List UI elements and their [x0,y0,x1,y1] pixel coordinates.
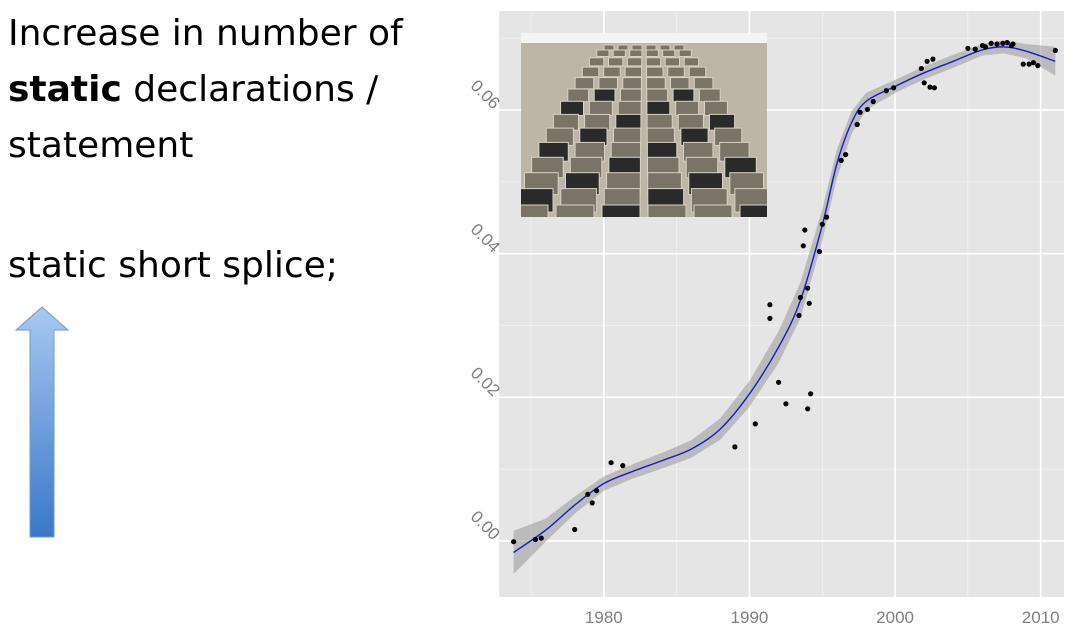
data-point [776,379,782,385]
data-point [1030,60,1036,66]
data-point [594,488,600,494]
data-point [816,249,822,255]
data-points [511,40,1058,545]
data-point [802,227,808,233]
data-point [927,84,933,90]
data-point [800,243,806,249]
data-point [921,80,927,86]
data-point [732,444,738,450]
data-point [538,535,544,541]
x-tick-labels: 1980 1990 2000 2010 [585,608,1060,627]
data-point [767,315,773,321]
data-point [930,56,936,62]
up-arrow-icon [14,306,70,538]
data-point [805,285,811,291]
data-point [931,85,937,91]
data-point [965,45,971,51]
data-point [924,58,930,64]
title-line-2: static declarations / [8,62,428,118]
data-point [988,40,994,46]
y-tick-label: 0.06 [467,76,504,113]
data-point [982,44,989,50]
data-point [838,157,844,163]
data-point [854,121,860,128]
slide-title: Increase in number of static declaration… [8,6,428,174]
data-point [891,85,897,91]
y-tick-label: 0.04 [467,220,504,257]
data-point [1010,41,1016,47]
data-point [608,460,614,466]
data-point [589,500,595,506]
data-point [585,491,591,497]
data-point [994,41,1000,47]
title-line-1: Increase in number of [8,13,403,54]
data-point [864,106,870,112]
data-point [1052,47,1058,54]
apartment-building-photo [521,33,767,217]
y-tick-labels: 0.00 0.02 0.04 0.06 [467,76,504,544]
static-declarations-chart: 1980 1990 2000 2010 0.00 0.02 0.04 0.06 [467,11,1064,627]
data-point [796,312,802,319]
code-example: static short splice; [8,245,338,286]
data-point [972,46,978,52]
data-point [620,463,626,469]
data-point [857,109,863,115]
data-point [819,221,825,227]
data-point [767,302,773,308]
data-point [511,539,517,545]
data-point [805,406,811,412]
data-point [824,214,830,220]
y-tick-label: 0.02 [467,363,504,400]
data-point [783,401,789,407]
smooth-line [513,46,1056,554]
data-point [1026,61,1032,67]
data-point [883,88,889,94]
x-tick-label: 2010 [1022,608,1060,627]
title-bold-static: static [8,69,122,110]
data-point [532,536,538,543]
data-point [870,98,876,105]
title-line-3: statement [8,125,194,166]
data-point [1035,63,1041,69]
data-point [843,152,849,158]
data-point [752,421,758,427]
x-tick-label: 1990 [731,608,769,627]
data-point [572,526,578,533]
data-point [1020,61,1026,67]
data-point [808,391,814,397]
data-point [918,65,924,72]
x-tick-label: 2000 [876,608,914,627]
data-point [1004,40,1010,46]
data-point [806,300,812,306]
y-tick-label: 0.00 [467,507,504,544]
title-line-2-rest: declarations / [121,69,379,110]
data-point [1000,40,1006,46]
data-point [797,294,803,301]
x-tick-label: 1980 [585,608,623,627]
